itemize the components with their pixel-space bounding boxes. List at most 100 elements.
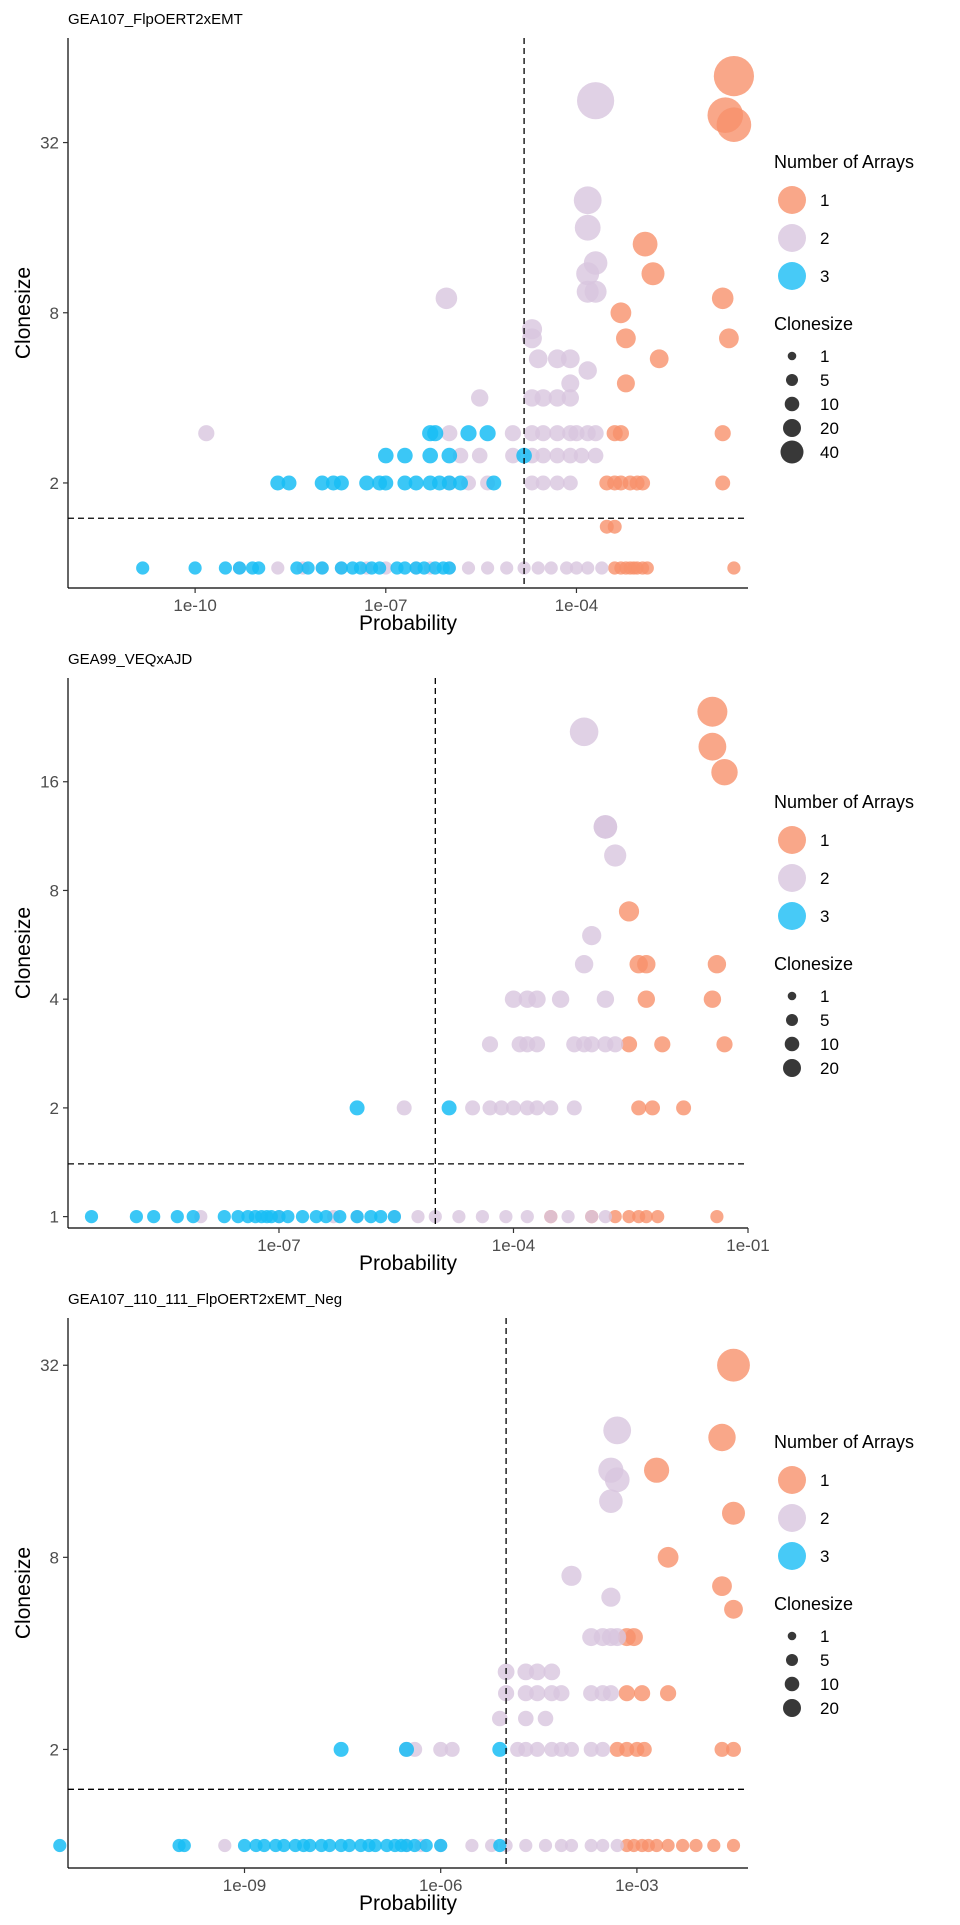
data-point-arrays-2 [587,425,604,442]
data-point-arrays-1 [618,1685,635,1702]
data-point-arrays-2 [396,1100,412,1116]
legend-size-label: 20 [820,1699,839,1718]
data-point-arrays-3 [333,1741,349,1757]
x-tick-label: 1e-03 [615,1876,658,1895]
data-point-arrays-3 [434,1838,448,1853]
data-point-arrays-1 [650,1838,664,1853]
data-point-arrays-3 [350,1210,364,1224]
data-point-arrays-2 [601,1587,621,1607]
data-point-arrays-2 [522,328,542,349]
legend-color-label: 1 [820,1471,829,1490]
legend-size-label: 5 [820,1651,829,1670]
data-point-arrays-2 [585,1210,599,1224]
data-point-arrays-3 [147,1210,161,1224]
data-point-arrays-2 [543,1100,559,1116]
data-point-arrays-1 [634,1685,651,1702]
legend-size-title: Clonesize [774,1594,853,1614]
data-point-arrays-3 [177,1838,191,1853]
data-point-arrays-3 [349,1100,365,1116]
data-point-arrays-2 [584,1838,598,1853]
legend-color-label: 3 [820,267,829,286]
data-point-arrays-2 [576,262,600,286]
data-point-arrays-3 [303,1838,317,1853]
data-point-arrays-1 [660,1685,677,1702]
data-point-arrays-2 [583,1036,600,1053]
data-point-arrays-2 [465,1838,479,1853]
data-point-arrays-2 [549,447,566,464]
data-point-arrays-1 [637,955,656,974]
data-point-arrays-1 [708,1423,736,1452]
data-point-arrays-3 [323,1838,337,1853]
legend-size-label: 1 [820,987,829,1006]
data-point-arrays-3 [486,475,502,491]
legend-size-label: 10 [820,1675,839,1694]
legend-size-key [783,419,801,437]
data-point-arrays-3 [334,561,348,575]
y-tick-label: 2 [50,1740,59,1759]
data-point-arrays-3 [301,561,315,575]
legend-size-key [780,440,804,464]
data-point-arrays-2 [482,1100,498,1116]
data-point-arrays-1 [710,1210,724,1224]
legend-color-title: Number of Arrays [774,1432,914,1452]
data-point-arrays-3 [493,1838,507,1853]
legend-size-key [784,1036,800,1052]
legend-size-title: Clonesize [774,954,853,974]
data-point-arrays-2 [535,425,552,442]
data-point-arrays-2 [518,1741,534,1757]
x-tick-label: 1e-04 [555,596,598,615]
data-point-arrays-3 [218,561,232,575]
data-point-arrays-2 [574,955,594,974]
data-point-arrays-3 [453,475,468,491]
data-point-arrays-2 [506,1100,521,1116]
legend: Number of Arrays 1 2 3 Clonesize 1 5 10 20 40 [774,152,914,464]
legend-color-label: 2 [820,229,829,248]
data-point-arrays-3 [231,1210,245,1224]
y-tick-label: 8 [50,1548,59,1567]
data-point-arrays-3 [53,1838,67,1853]
data-point-arrays-3 [232,561,247,575]
y-tick-label: 2 [50,1099,59,1118]
data-point-arrays-3 [479,425,496,442]
legend-size-title: Clonesize [774,314,853,334]
data-point-arrays-2 [543,1663,561,1681]
data-point-arrays-2 [218,1838,232,1853]
x-tick-label: 1e-04 [492,1236,535,1255]
data-point-arrays-1 [632,231,658,257]
data-point-arrays-2 [583,1741,599,1757]
data-point-arrays-1 [622,1210,636,1224]
y-tick-label: 8 [50,304,59,323]
legend-size-label: 10 [820,395,839,414]
data-point-arrays-3 [170,1210,184,1224]
data-point-arrays-2 [596,1838,610,1853]
data-point-arrays-3 [84,1210,99,1224]
data-point-arrays-2 [519,1838,533,1853]
data-point-arrays-3 [315,561,329,575]
data-point-arrays-2 [581,561,595,575]
legend-color-key [778,1466,806,1494]
data-point-arrays-3 [252,561,266,575]
data-point-arrays-1 [635,475,651,491]
data-point-arrays-2 [471,389,489,407]
data-point-arrays-2 [564,1741,579,1757]
data-point-arrays-2 [561,374,580,393]
data-point-arrays-2 [531,561,545,575]
data-point-arrays-2 [582,926,602,946]
data-point-arrays-2 [428,1210,442,1224]
legend-size-label: 5 [820,371,829,390]
data-point-arrays-2 [561,389,579,407]
x-axis-title: Probability [359,612,458,635]
data-point-arrays-1 [697,696,728,727]
data-point-arrays-3 [441,475,457,491]
data-point-arrays-3 [427,425,444,442]
legend-color-label: 1 [820,831,829,850]
data-point-arrays-2 [441,425,458,442]
data-point-arrays-3 [373,561,387,575]
data-points [53,1348,750,1853]
legend-size-key [787,991,797,1001]
data-point-arrays-1 [703,990,722,1008]
data-point-arrays-3 [441,1100,457,1116]
data-point-arrays-1 [707,955,727,974]
scatter-chart-3: GEA107_110_111_FlpOERT2xEMT_Neg 1e-09 1e-0… [12,1291,914,1915]
